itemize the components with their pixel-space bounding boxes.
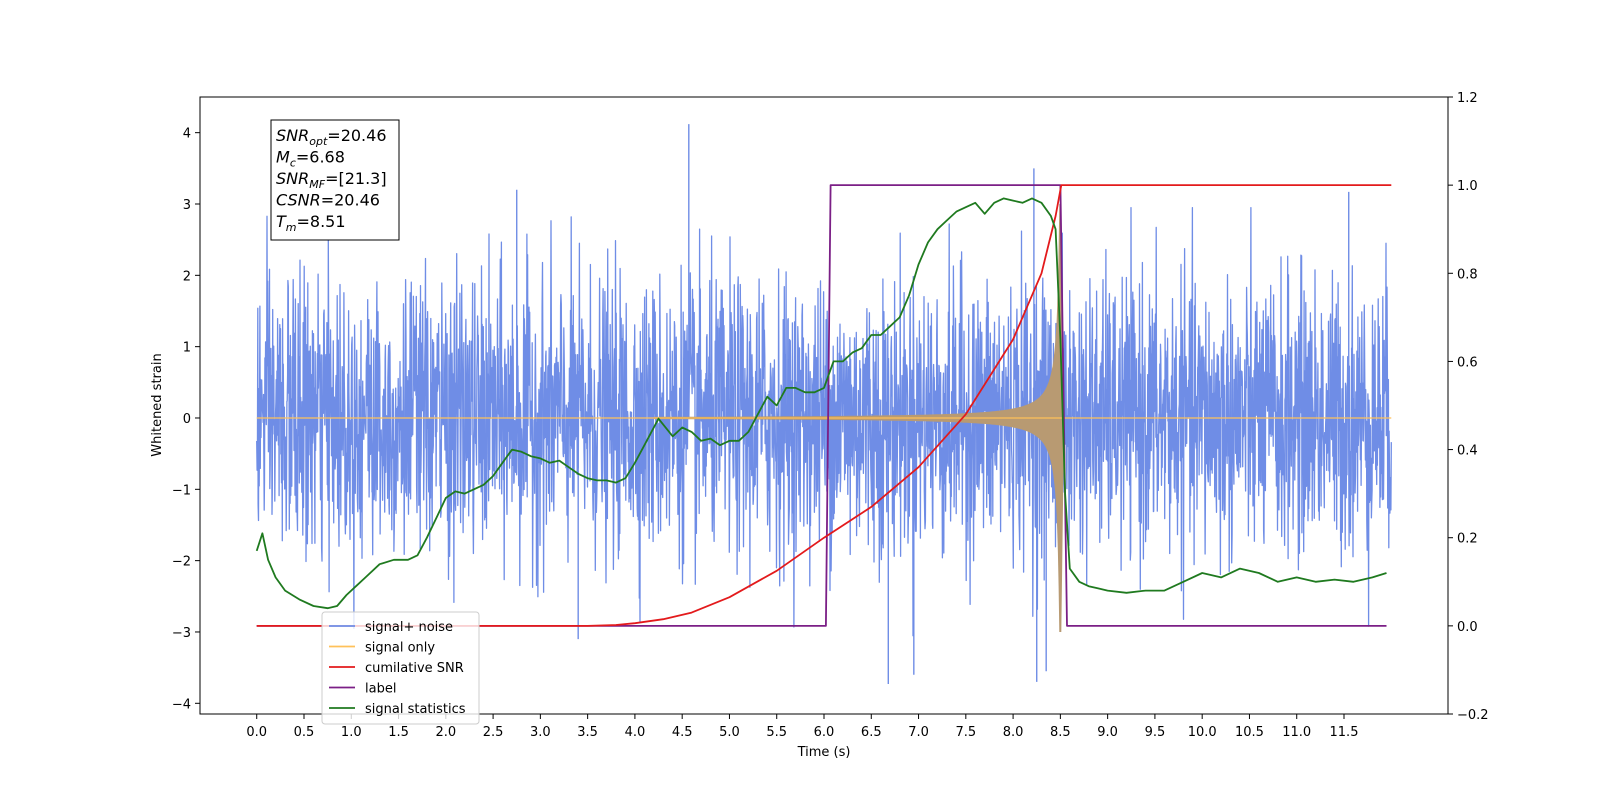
legend-label: cumilative SNR: [365, 661, 464, 676]
x-tick-label: 11.5: [1330, 725, 1359, 740]
x-tick-label: 8.0: [1003, 725, 1024, 740]
x-tick-label: 4.5: [672, 725, 693, 740]
x-tick-label: 2.0: [435, 725, 456, 740]
x-tick-label: 3.0: [530, 725, 551, 740]
x-tick-label: 9.0: [1097, 725, 1118, 740]
x-tick-label: 6.5: [861, 725, 882, 740]
y-right-tick-label: 1.2: [1457, 91, 1478, 106]
x-tick-label: 6.0: [814, 725, 835, 740]
annotation-frame: [270, 119, 400, 241]
x-tick-label: 0.0: [246, 725, 267, 740]
series-signal-noise: [256, 206, 1392, 637]
x-tick-label: 3.5: [577, 725, 598, 740]
y-right-tick-label: 1.0: [1457, 179, 1478, 194]
legend-label: signal statistics: [365, 702, 466, 717]
y-left-tick-label: −1: [172, 483, 191, 498]
y-right-tick-label: 0.6: [1457, 355, 1478, 370]
annotation-line: Tm=8.51: [276, 212, 346, 234]
annotation-line: SNRopt=20.46: [276, 126, 387, 148]
series-signal-statistics: [255, 197, 1387, 610]
series-label: [256, 184, 1387, 627]
y-left-tick-label: −4: [172, 697, 191, 712]
x-tick-label: 10.0: [1188, 725, 1217, 740]
x-tick-label: 4.0: [625, 725, 646, 740]
annotation-line: CSNR=20.46: [276, 191, 380, 210]
series-cumulative-snr: [256, 184, 1392, 627]
legend-frame: [321, 611, 480, 725]
y-right-tick-label: 0.8: [1457, 267, 1478, 282]
y-left-tick-label: −3: [172, 626, 191, 641]
x-tick-label: 7.5: [955, 725, 976, 740]
x-tick-label: 7.0: [908, 725, 929, 740]
plot-area: [255, 124, 1392, 685]
y-left-tick-label: 0: [183, 412, 191, 427]
x-tick-label: 11.0: [1282, 725, 1311, 740]
y-right-tick-label: −0.2: [1457, 708, 1489, 723]
x-tick-label: 8.5: [1050, 725, 1071, 740]
annotation-line: Mc=6.68: [276, 148, 345, 170]
y-left-tick-label: 4: [183, 127, 191, 142]
legend-label: label: [365, 682, 396, 697]
x-tick-label: 5.5: [766, 725, 787, 740]
x-tick-label: 1.0: [341, 725, 362, 740]
annotation-line: SNRMF=[21.3]: [276, 169, 387, 191]
y-right-tick-label: 0.4: [1457, 444, 1478, 459]
y-left-tick-label: 1: [183, 341, 191, 356]
x-tick-label: 1.5: [388, 725, 409, 740]
x-tick-label: 2.5: [483, 725, 504, 740]
x-tick-label: 9.5: [1145, 725, 1166, 740]
axes: 0.0 0.5 1.0 1.5 2.0 2.5 3.0 3.5 4.0 4.5 5.0 5.5 6.0 6…: [172, 91, 1489, 740]
y-right-tick-label: 0.0: [1457, 620, 1478, 635]
annotation-box: SNRopt=20.46Mc=6.68SNRMF=[21.3]CSNR=20.4…: [270, 119, 400, 241]
legend-label: signal+ noise: [365, 620, 453, 635]
x-tick-label: 5.0: [719, 725, 740, 740]
y-right-tick-label: 0.2: [1457, 532, 1478, 547]
y-axis-label-left: Whitened strain: [150, 353, 165, 456]
y-left-tick-label: 3: [183, 198, 191, 213]
x-tick-label: 10.5: [1235, 725, 1264, 740]
x-axis-label: Time (s): [797, 745, 851, 760]
y-left-tick-label: 2: [183, 269, 191, 284]
legend-label: signal only: [365, 641, 435, 656]
x-tick-label: 0.5: [294, 725, 315, 740]
y-left-tick-label: −2: [172, 555, 191, 570]
legend: signal+ noise signal only cumilative SNR la…: [321, 611, 480, 725]
